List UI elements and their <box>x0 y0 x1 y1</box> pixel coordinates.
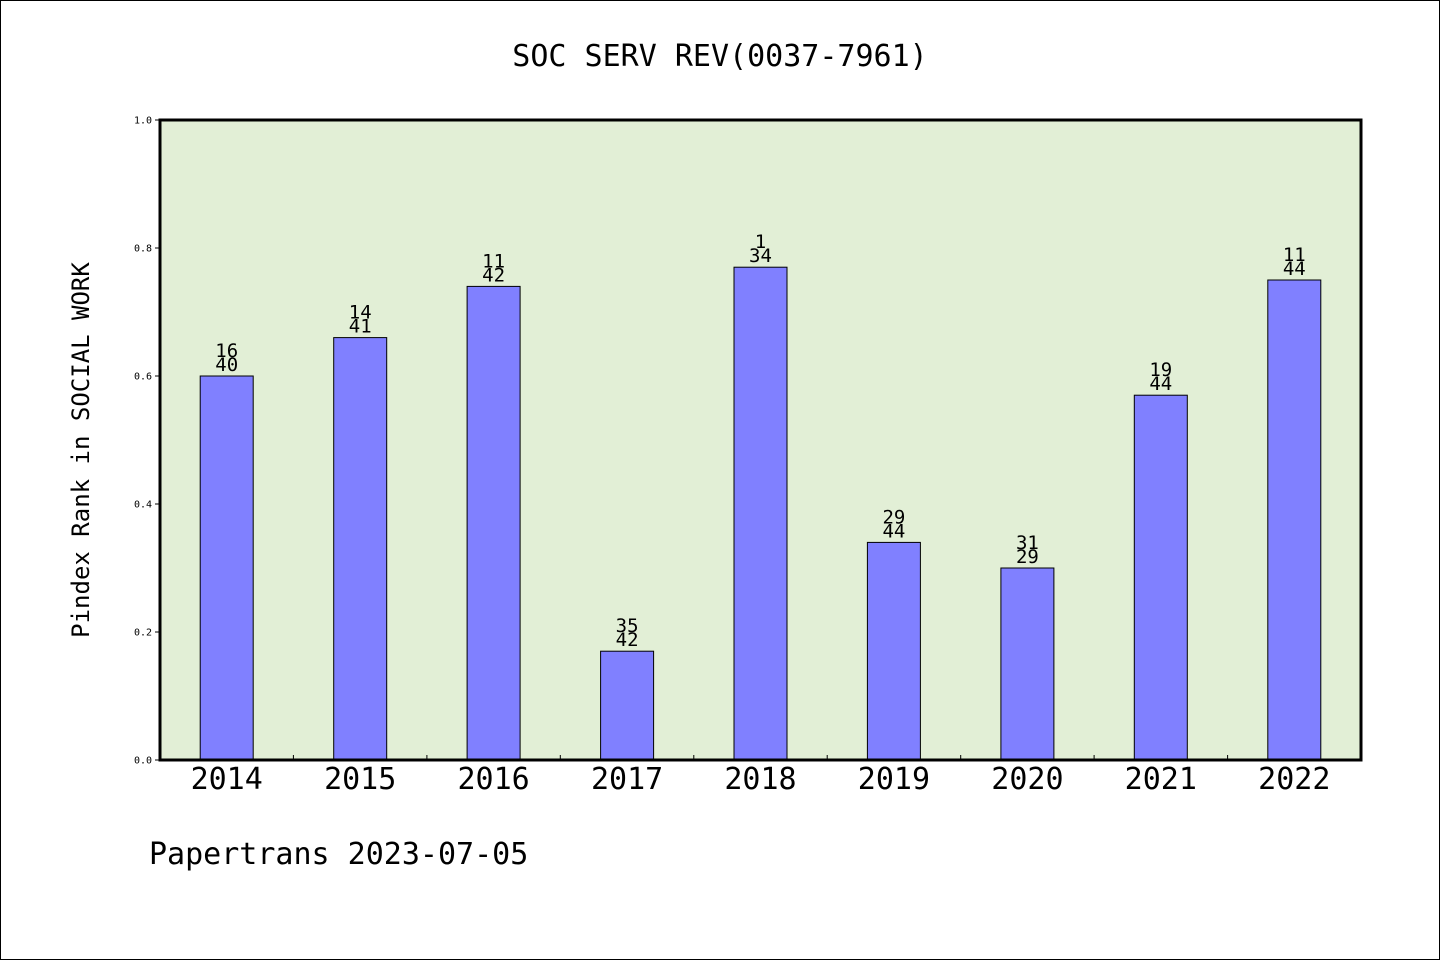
x-tick-label-2017: 2017 <box>591 762 663 797</box>
x-tick-label-2014: 2014 <box>191 762 263 797</box>
footer-text: Papertrans 2023-07-05 <box>149 837 528 872</box>
bar-label-top-2016: 11 <box>482 250 505 272</box>
x-tick-label-2016: 2016 <box>457 762 529 797</box>
y-ticks-group: 0.0 0.2 0.4 0.6 0.8 1.0 <box>134 116 160 767</box>
bar-label-top-2015: 14 <box>349 302 372 324</box>
bar-label-top-2021: 19 <box>1149 359 1172 381</box>
x-tick-label-2020: 2020 <box>991 762 1063 797</box>
bar-label-top-2014: 16 <box>215 340 238 362</box>
bar-label-top-2018: 1 <box>755 231 766 253</box>
bar-label-bottom-2017: 42 <box>616 629 639 651</box>
bar-2016 <box>466 285 521 761</box>
bar-label-bottom-2020: 29 <box>1016 546 1039 568</box>
bar-2022 <box>1267 279 1322 761</box>
bar-2015 <box>333 337 388 761</box>
bar-label-bottom-2015: 41 <box>349 316 372 338</box>
x-tick-label-2022: 2022 <box>1258 762 1330 797</box>
bar-label-top-2022: 11 <box>1283 244 1306 266</box>
bar-label-bottom-2019: 44 <box>882 520 905 542</box>
x-tick-label-2019: 2019 <box>858 762 930 797</box>
bar-label-top-2019: 29 <box>882 506 905 528</box>
bar-2019 <box>866 541 921 761</box>
bar-2021 <box>1133 394 1188 761</box>
y-tick-label: 0.2 <box>134 628 152 639</box>
chart-title: SOC SERV REV(0037-7961) <box>512 39 927 74</box>
x-tick-label-2021: 2021 <box>1125 762 1197 797</box>
bar-label-bottom-2018: 34 <box>749 245 772 267</box>
y-tick-label: 0.0 <box>134 756 152 767</box>
y-tick-label: 0.8 <box>134 244 152 255</box>
x-ticks-group: 2014 2015 2016 2017 2018 2019 2020 2021 2022 <box>191 755 1330 797</box>
bar-2017 <box>600 650 655 761</box>
bar-label-bottom-2014: 40 <box>215 354 238 376</box>
y-axis-label: Pindex Rank in SOCIAL WORK <box>67 262 95 638</box>
bar-2014 <box>199 375 254 761</box>
plot-border <box>158 118 1363 762</box>
bar-label-bottom-2021: 44 <box>1149 373 1172 395</box>
bar-label-top-2017: 35 <box>616 615 639 637</box>
bar-label-bottom-2022: 44 <box>1283 258 1306 280</box>
bar-label-bottom-2016: 42 <box>482 264 505 286</box>
y-tick-label: 0.4 <box>134 500 152 511</box>
bar-2018 <box>733 266 788 761</box>
bars-group <box>199 266 1322 761</box>
bar-label-top-2020: 31 <box>1016 532 1039 554</box>
y-tick-label: 1.0 <box>134 116 152 127</box>
x-tick-label-2018: 2018 <box>724 762 796 797</box>
y-tick-label: 0.6 <box>134 372 152 383</box>
bar-2020 <box>1000 567 1055 761</box>
x-tick-label-2015: 2015 <box>324 762 396 797</box>
